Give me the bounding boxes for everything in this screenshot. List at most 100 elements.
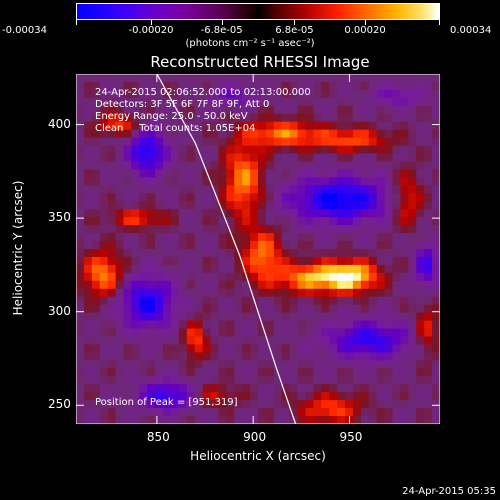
heatmap-cell (424, 145, 433, 155)
heatmap-cell (242, 344, 251, 353)
heatmap-cell (178, 121, 188, 131)
heatmap-cell (265, 233, 275, 242)
heatmap-cell (408, 352, 417, 361)
heatmap-cell (131, 209, 140, 218)
heatmap-cell (210, 336, 220, 346)
heatmap-cell (147, 209, 156, 218)
heatmap-cell (242, 392, 251, 401)
heatmap-cell (115, 344, 125, 353)
colorbar-tick-label: -0.00020 (128, 25, 174, 36)
heatmap-cell (384, 201, 394, 210)
heatmap-cell (337, 328, 346, 338)
heatmap-cell (178, 81, 188, 91)
heatmap-cell (83, 129, 93, 139)
heatmap-cell (234, 344, 243, 353)
heatmap-cell (186, 344, 196, 353)
heatmap-cell (345, 193, 354, 202)
heatmap-cell (313, 416, 322, 424)
heatmap-cell (91, 209, 101, 218)
heatmap-cell (345, 81, 354, 91)
heatmap-cell (170, 185, 180, 194)
colorbar-tick-label: 6.8e-05 (275, 25, 314, 36)
heatmap-cell (99, 129, 109, 139)
heatmap-cell (337, 416, 346, 424)
heatmap-cell (360, 376, 370, 385)
heatmap-cell (424, 288, 433, 298)
heatmap-cell (163, 288, 172, 298)
heatmap-cell (352, 272, 362, 282)
heatmap-cell (352, 169, 362, 178)
heatmap-cell (321, 360, 330, 369)
heatmap-cell (352, 256, 362, 266)
heatmap-cell (400, 320, 409, 330)
heatmap-cell (345, 185, 354, 194)
heatmap-cell (416, 336, 425, 346)
heatmap-cell (83, 177, 93, 186)
heatmap-cell (170, 97, 180, 107)
heatmap-cell (321, 256, 330, 266)
heatmap-cell (265, 264, 275, 274)
heatmap-cell (297, 225, 307, 234)
heatmap-cell (352, 241, 362, 250)
heatmap-cell (147, 105, 156, 115)
heatmap-cell (408, 360, 417, 369)
heatmap-cell (139, 169, 148, 178)
heatmap-cell (178, 416, 188, 424)
heatmap-cell (321, 89, 330, 99)
heatmap-cell (163, 376, 172, 385)
heatmap-cell (345, 137, 354, 147)
heatmap-cell (123, 296, 132, 306)
heatmap-cell (424, 320, 433, 330)
heatmap-cell (155, 384, 164, 393)
heatmap-cell (242, 89, 251, 99)
heatmap-cell (297, 288, 307, 298)
heatmap-cell (368, 328, 378, 338)
heatmap-cell (432, 400, 440, 409)
heatmap-cell (163, 264, 172, 274)
heatmap-cell (376, 169, 386, 178)
heatmap-cell (250, 416, 259, 424)
heatmap-cell (76, 137, 85, 147)
heatmap-cell (321, 384, 330, 393)
heatmap-cell (186, 304, 196, 314)
heatmap-cell (416, 264, 425, 274)
heatmap-cell (107, 352, 117, 361)
heatmap-cell (265, 153, 275, 163)
heatmap-cell (186, 249, 196, 258)
heatmap-cell (91, 217, 101, 226)
heatmap-cell (170, 161, 180, 171)
heatmap-cell (424, 400, 433, 409)
heatmap-cell (178, 408, 188, 417)
heatmap-cell (131, 217, 140, 226)
heatmap-cell (376, 328, 386, 338)
heatmap-cell (305, 376, 314, 385)
heatmap-cell (218, 121, 227, 131)
heatmap-cell (281, 336, 291, 346)
heatmap-cell (424, 137, 433, 147)
heatmap-cell (416, 368, 425, 377)
heatmap-cell (392, 408, 402, 417)
heatmap-cell (329, 97, 338, 107)
heatmap-cell (376, 352, 386, 361)
heatmap-cell (242, 81, 251, 91)
heatmap-cell (76, 241, 85, 250)
heatmap-cell (91, 256, 101, 266)
heatmap-cell (408, 153, 417, 163)
heatmap-cell (281, 74, 291, 83)
heatmap-cell (139, 272, 148, 282)
heatmap-cell (289, 368, 299, 377)
heatmap-cell (265, 408, 275, 417)
heatmap-cell (258, 233, 267, 242)
heatmap-cell (163, 384, 172, 393)
heatmap-cell (170, 256, 180, 266)
heatmap-cell (273, 288, 283, 298)
heatmap-cell (329, 153, 338, 163)
heatmap-cell (360, 368, 370, 377)
heatmap-cell (392, 328, 402, 338)
heatmap-cell (384, 280, 394, 290)
heatmap-cell (83, 328, 93, 338)
heatmap-cell (202, 400, 212, 409)
heatmap-cell (76, 177, 85, 186)
heatmap-cell (226, 74, 235, 83)
heatmap-cell (250, 169, 259, 178)
